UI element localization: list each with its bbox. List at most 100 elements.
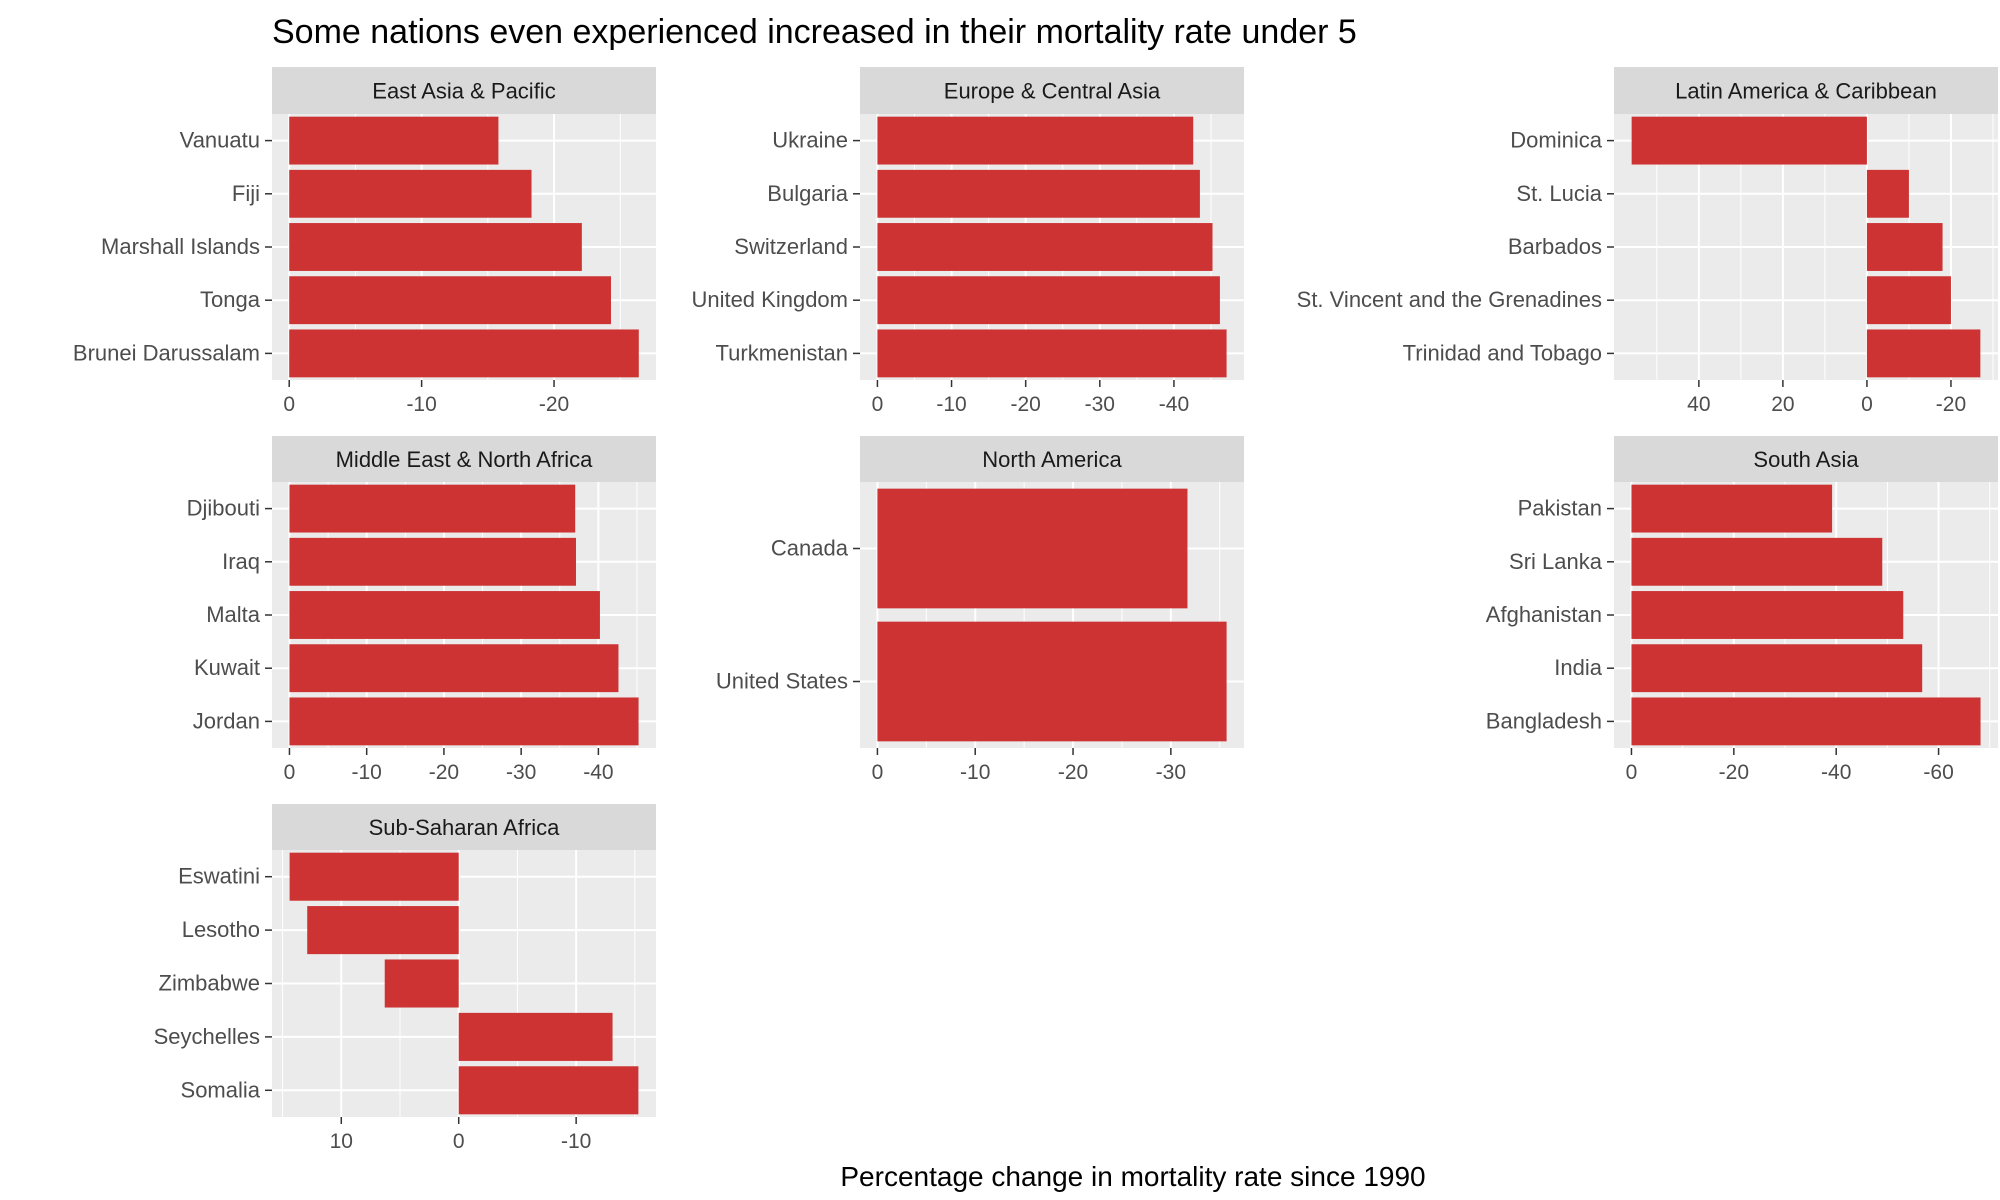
category-label: Fiji <box>232 181 260 206</box>
bar-switzerland <box>877 223 1213 271</box>
bar-ukraine <box>877 116 1194 165</box>
bar-st-lucia <box>1866 169 1909 218</box>
x-tick-label: 40 <box>1687 393 1710 416</box>
bar-trinidad-and-tobago <box>1866 329 1981 378</box>
bar-bangladesh <box>1631 697 1981 746</box>
category-label: Kuwait <box>194 655 260 680</box>
category-label: Bulgaria <box>767 181 848 206</box>
bar-eswatini <box>289 852 459 901</box>
x-tick-label: -20 <box>539 393 569 416</box>
chart-title: Some nations even experienced increased … <box>272 13 1357 51</box>
x-axis-title: Percentage change in mortality rate sinc… <box>840 1161 1425 1192</box>
x-tick-label: -40 <box>1159 393 1189 416</box>
bar-marshall-islands <box>289 223 582 271</box>
x-tick-label: -60 <box>1923 761 1953 784</box>
bar-vanuatu <box>289 116 499 165</box>
category-label: St. Vincent and the Grenadines <box>1297 287 1602 312</box>
x-tick-label: 0 <box>283 393 295 416</box>
category-label: United States <box>716 669 848 694</box>
category-label: Tonga <box>200 287 261 312</box>
category-label: Canada <box>771 536 849 561</box>
x-tick-label: 0 <box>872 761 884 784</box>
facet-sub-saharan-africa: Sub-Saharan Africa Eswatini Lesotho Zimbabw… <box>154 804 656 1153</box>
bar-fiji <box>289 169 532 218</box>
bar-seychelles <box>458 1012 613 1061</box>
bar-brunei-darussalam <box>289 329 639 378</box>
facet-latin-america-and-caribbean: Latin America & Caribbean Dominica St. Luc… <box>1297 67 1998 416</box>
facet-south-asia: South Asia Pakistan Sri Lanka Afghanistan In… <box>1486 436 1998 784</box>
x-tick-label: 20 <box>1771 393 1794 416</box>
bar-tonga <box>289 276 611 325</box>
category-label: Bangladesh <box>1486 708 1602 733</box>
facet-north-america: North America Canada United States 0 -10 -20 -… <box>716 436 1244 784</box>
bar-barbados <box>1866 223 1943 271</box>
facet-strip <box>272 804 656 850</box>
category-label: Jordan <box>193 708 260 733</box>
x-tick-label: 0 <box>284 761 296 784</box>
bar-united-states <box>877 621 1227 742</box>
x-tick-label: -20 <box>429 761 459 784</box>
facet-middle-east-and-north-africa: Middle East & North Africa Djibouti Iraq Ma… <box>187 436 656 784</box>
category-label: Iraq <box>222 549 260 574</box>
category-label: Marshall Islands <box>101 234 260 259</box>
category-label: Malta <box>206 602 261 627</box>
bar-iraq <box>289 537 576 586</box>
bar-turkmenistan <box>877 329 1227 378</box>
category-label: St. Lucia <box>1516 181 1602 206</box>
x-tick-label: 0 <box>453 1130 465 1153</box>
category-label: Turkmenistan <box>716 340 848 365</box>
x-tick-label: -20 <box>1719 761 1749 784</box>
facet-strip-label: East Asia & Pacific <box>372 79 555 104</box>
bar-lesotho <box>307 906 459 955</box>
x-tick-label: -20 <box>1936 393 1966 416</box>
x-tick-label: -30 <box>506 761 536 784</box>
category-label: Afghanistan <box>1486 602 1602 627</box>
x-tick-label: -30 <box>1156 761 1186 784</box>
x-tick-label: -20 <box>1058 761 1088 784</box>
bar-bulgaria <box>877 169 1200 218</box>
category-label: Trinidad and Tobago <box>1403 340 1602 365</box>
category-label: Djibouti <box>187 496 260 521</box>
x-tick-label: -20 <box>1011 393 1041 416</box>
bar-somalia <box>458 1066 639 1115</box>
bar-zimbabwe <box>384 959 459 1008</box>
bar-canada <box>877 488 1188 609</box>
facet-strip <box>1614 436 1998 482</box>
facet-strip <box>272 67 656 114</box>
bar-india <box>1631 644 1923 693</box>
x-tick-label: -10 <box>352 761 382 784</box>
bar-dominica <box>1631 116 1867 165</box>
category-label: United Kingdom <box>691 287 848 312</box>
category-label: Vanuatu <box>180 128 260 153</box>
facet-strip-label: Middle East & North Africa <box>336 447 594 472</box>
category-label: Zimbabwe <box>159 971 260 996</box>
facet-strip-label: Sub-Saharan Africa <box>369 815 561 840</box>
x-tick-label: -10 <box>960 761 990 784</box>
x-tick-label: -40 <box>1821 761 1851 784</box>
x-tick-label: 0 <box>1861 393 1873 416</box>
category-label: Sri Lanka <box>1509 549 1603 574</box>
x-tick-label: -10 <box>561 1130 591 1153</box>
facet-strip <box>860 67 1244 114</box>
bar-pakistan <box>1631 484 1833 533</box>
facet-europe-and-central-asia: Europe & Central Asia Ukraine Bulgaria Swit… <box>691 67 1244 416</box>
bar-kuwait <box>289 644 619 693</box>
category-label: Somalia <box>181 1077 261 1102</box>
category-label: Seychelles <box>154 1024 260 1049</box>
x-tick-label: 0 <box>872 393 884 416</box>
facet-strip <box>1614 67 1998 114</box>
bar-djibouti <box>289 484 576 533</box>
bar-st-vincent-and-the-grenadines <box>1866 276 1951 325</box>
x-tick-label: 10 <box>330 1130 353 1153</box>
facet-strip-label: North America <box>982 447 1122 472</box>
facet-strip-label: South Asia <box>1753 447 1859 472</box>
bar-malta <box>289 591 600 639</box>
facet-strip-label: Europe & Central Asia <box>944 79 1161 104</box>
bar-jordan <box>289 697 639 746</box>
category-label: India <box>1554 655 1602 680</box>
bar-united-kingdom <box>877 276 1220 325</box>
category-label: Pakistan <box>1518 496 1602 521</box>
x-tick-label: -10 <box>406 393 436 416</box>
x-tick-label: -30 <box>1085 393 1115 416</box>
